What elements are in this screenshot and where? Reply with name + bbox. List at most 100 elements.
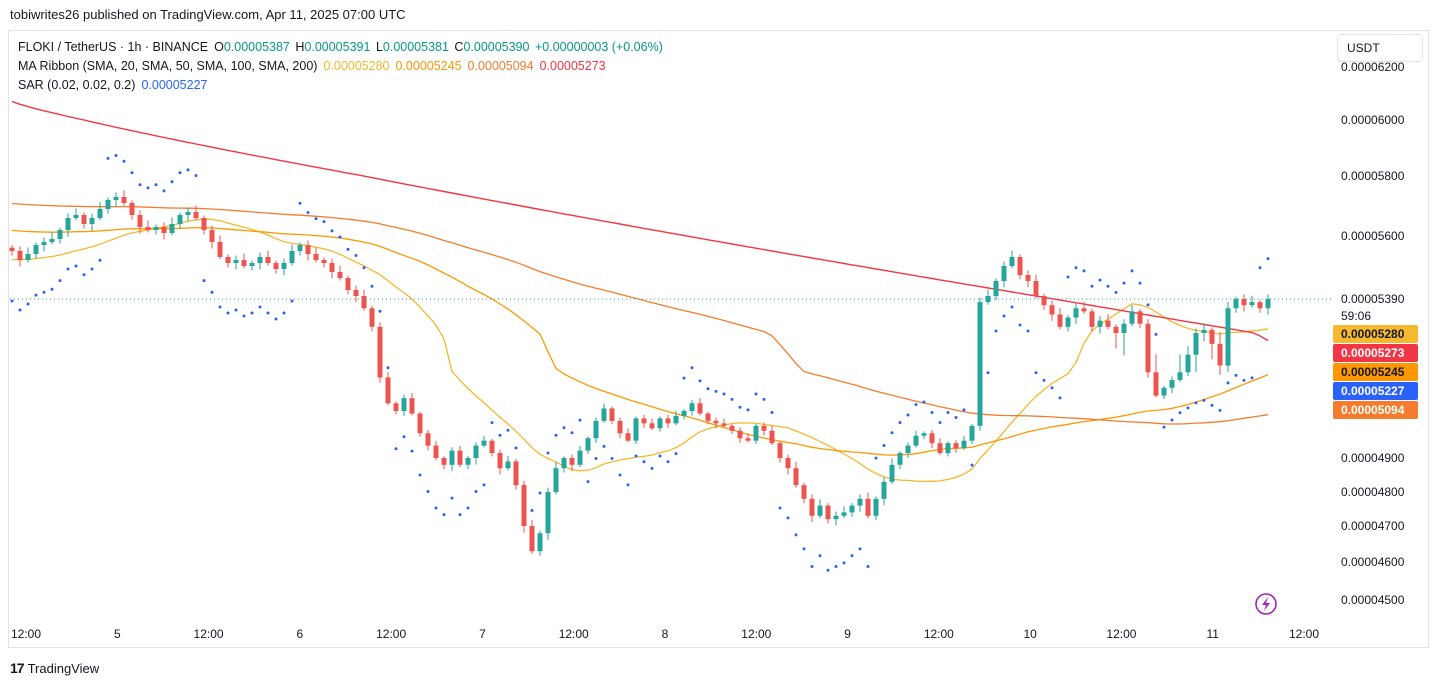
candle xyxy=(769,425,775,445)
candle xyxy=(937,438,943,455)
candle xyxy=(649,418,655,431)
sar-dot xyxy=(1186,406,1190,410)
price-tag: 0.00005245 xyxy=(1333,363,1418,381)
sar-dot xyxy=(378,309,382,313)
candle xyxy=(1153,354,1159,398)
sar-dot xyxy=(306,210,310,214)
candle xyxy=(849,503,855,517)
candle xyxy=(577,445,583,468)
sar-dot xyxy=(1226,381,1230,385)
sar-dot xyxy=(1034,371,1038,375)
sar-dot xyxy=(626,483,630,487)
sar-dot xyxy=(482,483,486,487)
sar-dot xyxy=(1250,376,1254,380)
close-value: 0.00005390 xyxy=(463,40,530,54)
sar-dot xyxy=(890,431,894,435)
sar-dot xyxy=(858,547,862,551)
candle xyxy=(513,458,519,490)
candle xyxy=(297,242,303,256)
publisher-header: tobiwrites26 published on TradingView.co… xyxy=(10,7,406,22)
sar-dot xyxy=(994,329,998,333)
candle xyxy=(737,427,743,444)
y-tick-label: 0.00006000 xyxy=(1341,113,1405,127)
symbol-label[interactable]: FLOKI / TetherUS · 1h · BINANCE xyxy=(18,40,209,54)
sar-dot xyxy=(146,186,150,190)
sar-dot xyxy=(1010,305,1014,309)
sar-dot xyxy=(234,308,238,312)
sar-dot xyxy=(914,403,918,407)
sma50-line xyxy=(11,227,1269,456)
sar-dot xyxy=(1090,284,1094,288)
candle xyxy=(481,435,487,448)
price-tag-label: 0.00005227 xyxy=(1341,384,1405,398)
sar-dot xyxy=(394,447,398,451)
candle xyxy=(793,461,799,488)
candle xyxy=(1041,293,1047,310)
sar-dot xyxy=(274,317,278,321)
candle xyxy=(993,278,999,301)
price-tags: 0.00005390 59:06 0.00005280 0.00005273 0.000… xyxy=(10,292,1418,419)
sar-dot xyxy=(434,506,438,510)
x-tick-label: 10 xyxy=(1023,627,1037,641)
sar-dot xyxy=(658,454,662,458)
sar-dot xyxy=(1098,278,1102,282)
sma20-value: 0.00005280 xyxy=(323,59,390,73)
sar-dot xyxy=(530,508,534,512)
sar-dot xyxy=(826,568,830,572)
candle xyxy=(889,458,895,485)
candle xyxy=(753,423,759,445)
sar-dot xyxy=(346,247,350,251)
sar-label[interactable]: SAR (0.02, 0.02, 0.2) xyxy=(18,78,136,92)
sar-dot xyxy=(498,433,502,437)
candle xyxy=(985,289,991,305)
sar-dot xyxy=(266,311,270,315)
sar-dot xyxy=(906,413,910,417)
candle xyxy=(689,399,695,416)
candle xyxy=(153,224,159,235)
sar-dot xyxy=(986,371,990,375)
candle xyxy=(249,260,255,271)
change-value: +0.00000003 (+0.06%) xyxy=(534,40,663,54)
sar-dot xyxy=(226,311,230,315)
price-tag-label: 0.00005280 xyxy=(1341,327,1405,341)
candle xyxy=(89,213,95,231)
candle xyxy=(537,530,543,556)
candle xyxy=(265,250,271,266)
sar-row: SAR (0.02, 0.02, 0.2) 0.00005227 xyxy=(18,76,663,95)
high-label: H xyxy=(295,40,305,54)
sar-dot xyxy=(370,284,374,288)
sar-dot xyxy=(130,171,134,175)
sar-dot xyxy=(74,264,78,268)
sar-dot xyxy=(602,444,606,448)
sar-dot xyxy=(1018,323,1022,327)
candle xyxy=(145,220,151,233)
candle xyxy=(105,197,111,214)
sar-dot xyxy=(210,290,214,294)
sar-dot xyxy=(258,305,262,309)
sar-dot xyxy=(338,235,342,239)
sar-dot xyxy=(458,513,462,517)
sar-dot xyxy=(1194,401,1198,405)
sar-dot xyxy=(730,397,734,401)
candle xyxy=(1265,294,1271,315)
sar-dot xyxy=(714,389,718,393)
candle xyxy=(697,398,703,416)
candle xyxy=(217,235,223,260)
candle xyxy=(705,411,711,425)
lightning-icon[interactable] xyxy=(1255,593,1277,615)
sar-dot xyxy=(42,290,46,294)
tradingview-logo[interactable]: 17 TradingView xyxy=(10,660,99,676)
ma-ribbon-label[interactable]: MA Ribbon (SMA, 20, SMA, 50, SMA, 100, S… xyxy=(18,59,318,73)
sar-dot xyxy=(810,565,814,569)
sma200-line xyxy=(11,100,1269,342)
sar-dot xyxy=(866,565,870,569)
candle xyxy=(401,394,407,416)
candle xyxy=(881,477,887,506)
sar-dot xyxy=(82,273,86,277)
candle xyxy=(473,442,479,465)
currency-button[interactable]: USDT xyxy=(1337,34,1423,62)
candle xyxy=(673,411,679,426)
sar-dot xyxy=(682,376,686,380)
candle xyxy=(1201,323,1207,342)
